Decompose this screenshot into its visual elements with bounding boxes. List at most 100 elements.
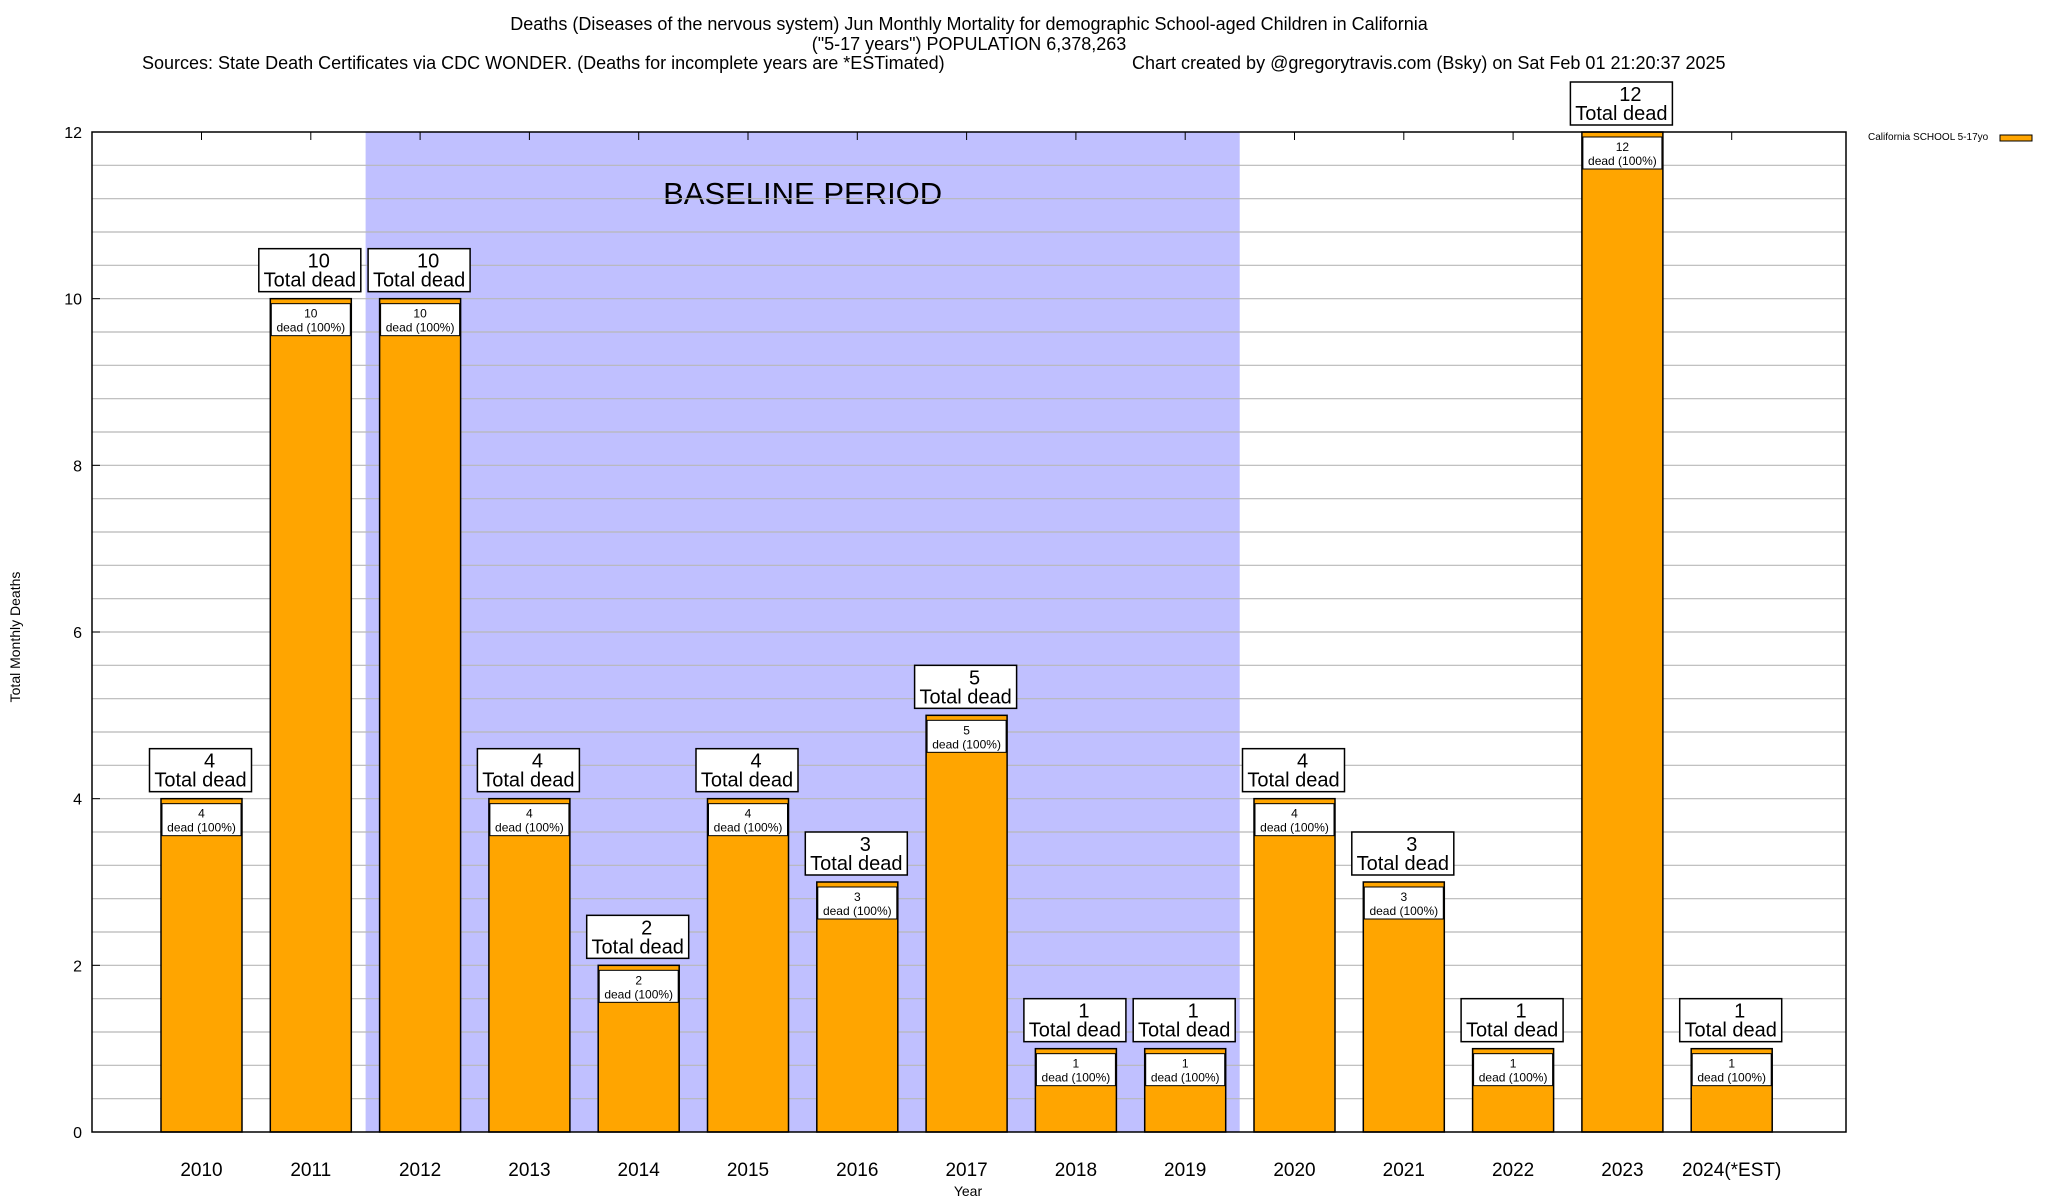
bar-inner-label-box bbox=[1473, 1053, 1554, 1087]
total-label-value: 4 bbox=[750, 751, 761, 773]
total-label-text: Total dead bbox=[154, 770, 246, 792]
bar-inner-label: dead (100%) bbox=[276, 321, 345, 335]
x-tick-label: 2014 bbox=[618, 1160, 661, 1181]
total-label-box bbox=[367, 247, 471, 293]
bar-2020 bbox=[1253, 797, 1336, 1133]
bar-inner-label: dead (100%) bbox=[604, 987, 673, 1001]
y-tick-label: 12 bbox=[64, 125, 82, 142]
bar-inner-label: dead (100%) bbox=[495, 821, 564, 835]
bar-inner-label: dead (100%) bbox=[1042, 1071, 1111, 1085]
x-tick-label: 2020 bbox=[1273, 1160, 1315, 1181]
bar-inner-value: 5 bbox=[963, 723, 970, 737]
chart-sources: Sources: State Death Certificates via CD… bbox=[142, 53, 945, 73]
bar-2016 bbox=[816, 881, 899, 1133]
bar-inner-value: 3 bbox=[854, 890, 861, 904]
total-label-box bbox=[804, 831, 909, 876]
total-label-value: 1 bbox=[1516, 1001, 1527, 1023]
bar-2013 bbox=[488, 797, 571, 1133]
bar-inner-label: dead (100%) bbox=[714, 821, 783, 835]
total-label-text: Total dead bbox=[1685, 1020, 1777, 1042]
bar-inner-value: 4 bbox=[1291, 807, 1298, 821]
bar-inner-label-box bbox=[817, 886, 898, 920]
bar-inner-label-box bbox=[1363, 886, 1444, 920]
total-label-text: Total dead bbox=[1575, 103, 1667, 125]
bar-inner-label-box bbox=[598, 969, 679, 1003]
bar-inner-label: dead (100%) bbox=[1151, 1071, 1220, 1085]
bar-inner-value: 2 bbox=[635, 973, 642, 987]
total-label-value: 10 bbox=[417, 251, 439, 273]
total-label-text: Total dead bbox=[1138, 1020, 1230, 1042]
total-label-value: 4 bbox=[532, 751, 543, 773]
bar-inner-label: dead (100%) bbox=[386, 321, 455, 335]
bar-inner-label-box bbox=[1035, 1053, 1116, 1087]
x-tick-label: 2013 bbox=[508, 1160, 550, 1181]
bar-inner-label-box bbox=[270, 303, 351, 337]
y-tick-label: 2 bbox=[73, 958, 82, 975]
x-tick-label: 2010 bbox=[180, 1160, 222, 1181]
bar-inner-value: 1 bbox=[1510, 1057, 1517, 1071]
bar-2017 bbox=[925, 714, 1008, 1133]
total-label-text: Total dead bbox=[919, 686, 1011, 708]
bar-inner-value: 4 bbox=[198, 807, 205, 821]
total-label-value: 1 bbox=[1188, 1001, 1199, 1023]
legend-label: California SCHOOL 5-17yo bbox=[1868, 132, 1989, 143]
bar-inner-value: 4 bbox=[745, 807, 752, 821]
bar-inner-value: 10 bbox=[413, 307, 427, 321]
bar-inner-label: dead (100%) bbox=[1479, 1071, 1548, 1085]
bar-inner-value: 4 bbox=[526, 807, 533, 821]
total-label-box bbox=[695, 747, 799, 793]
total-label-value: 4 bbox=[1297, 751, 1308, 773]
y-tick-label: 6 bbox=[73, 625, 82, 642]
bar-inner-value: 1 bbox=[1182, 1057, 1189, 1071]
total-label-box bbox=[1351, 831, 1455, 876]
total-label-value: 12 bbox=[1619, 84, 1641, 106]
bar-inner-label-box bbox=[161, 803, 242, 837]
bar-inner-label-box bbox=[926, 719, 1007, 753]
total-label-box bbox=[1132, 997, 1236, 1043]
bar-inner-label: dead (100%) bbox=[1697, 1071, 1766, 1085]
x-tick-label: 2021 bbox=[1383, 1160, 1425, 1181]
x-tick-label: 2023 bbox=[1601, 1160, 1643, 1181]
bar-2023 bbox=[1581, 131, 1664, 1133]
total-label-box bbox=[1678, 997, 1783, 1043]
total-label-box bbox=[1023, 997, 1127, 1043]
baseline-period-label: BASELINE PERIOD bbox=[663, 176, 942, 211]
total-label-value: 10 bbox=[308, 251, 330, 273]
bar-2011 bbox=[269, 297, 353, 1133]
x-tick-label: 2017 bbox=[945, 1160, 987, 1181]
bar-inner-label-box bbox=[1582, 136, 1663, 170]
total-label-box bbox=[1569, 81, 1674, 126]
x-tick-label: 2016 bbox=[836, 1160, 878, 1181]
plot-frame bbox=[91, 131, 1847, 1133]
total-label-text: Total dead bbox=[1029, 1020, 1121, 1042]
total-label-value: 1 bbox=[1078, 1001, 1089, 1023]
total-label-text: Total dead bbox=[810, 853, 902, 875]
bar-inner-label-box bbox=[1691, 1053, 1772, 1087]
y-axis-label: Total Monthly Deaths bbox=[7, 572, 23, 703]
bar-2021 bbox=[1362, 881, 1446, 1133]
x-tick-label: 2012 bbox=[399, 1160, 441, 1181]
bar-inner-label: dead (100%) bbox=[1588, 154, 1657, 168]
total-label-box bbox=[913, 664, 1018, 710]
x-tick-label: 2015 bbox=[727, 1160, 769, 1181]
legend-swatch bbox=[1999, 134, 2033, 142]
bar-2015 bbox=[706, 797, 790, 1133]
total-label-text: Total dead bbox=[1466, 1020, 1558, 1042]
bar-inner-label-box bbox=[708, 803, 788, 837]
chart-title: Deaths (Diseases of the nervous system) … bbox=[510, 14, 1428, 34]
bar-inner-value: 3 bbox=[1400, 890, 1407, 904]
y-tick-label: 4 bbox=[73, 792, 82, 809]
bar-inner-label: dead (100%) bbox=[1369, 904, 1438, 918]
total-label-value: 3 bbox=[860, 834, 871, 856]
total-label-box bbox=[476, 747, 581, 793]
total-label-box bbox=[148, 747, 253, 793]
chart-subtitle: ("5-17 years") POPULATION 6,378,263 bbox=[811, 34, 1127, 54]
total-label-box bbox=[1241, 747, 1346, 793]
chart-credit: Chart created by @gregorytravis.com (Bsk… bbox=[1132, 53, 1726, 73]
total-label-box bbox=[258, 247, 362, 293]
y-tick-label: 0 bbox=[73, 1125, 82, 1142]
bar-inner-label: dead (100%) bbox=[167, 821, 236, 835]
bar-inner-label-box bbox=[1254, 803, 1335, 837]
total-label-box bbox=[585, 914, 690, 960]
